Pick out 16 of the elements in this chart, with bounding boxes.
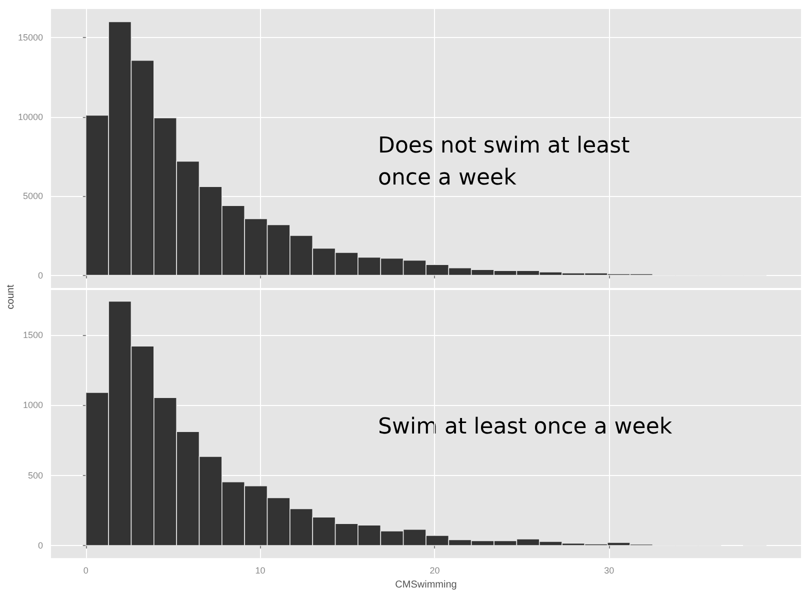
x-tick-label: 20 [430,566,440,576]
y-tick-label: 10000 [18,112,43,122]
y-tick-label: 500 [28,470,43,480]
x-tick-label: 0 [83,566,88,576]
y-tick-label: 0 [38,270,43,280]
x-tick-label: 10 [255,566,266,576]
annotation: Does not swim at least once a week [378,134,637,190]
y-tick-label: 1500 [22,330,43,340]
y-tick-label: 5000 [22,191,43,202]
x-tick-label: 30 [604,566,614,576]
y-tick-label: 0 [38,540,43,550]
y-tick-label: 15000 [18,32,43,43]
x-axis-title: CMSwimming [395,580,457,590]
y-axis-title: count [6,284,16,310]
y-tick-label: 1000 [22,400,43,410]
annotation: Swim at least once a week [378,414,672,440]
